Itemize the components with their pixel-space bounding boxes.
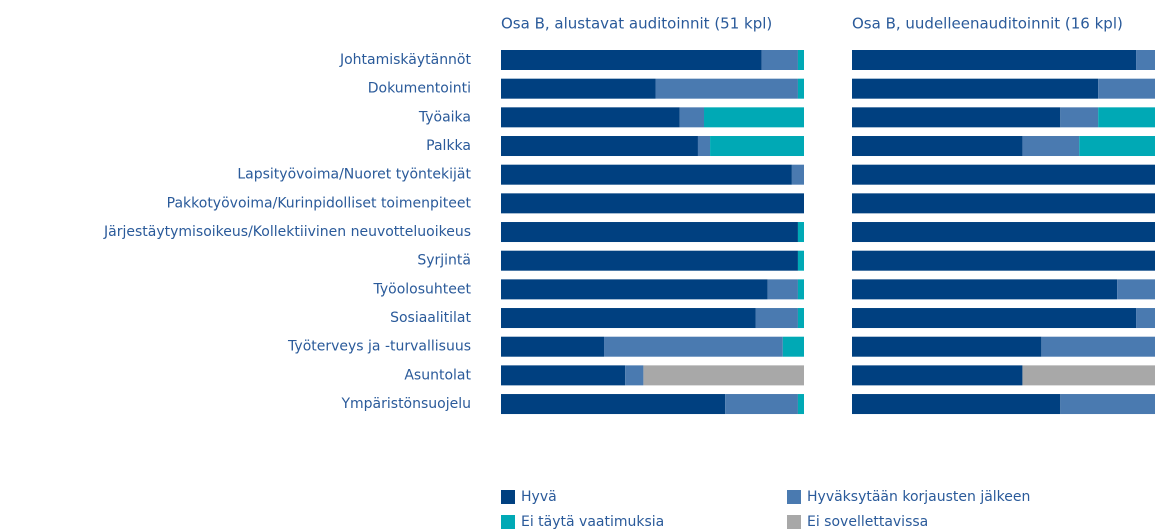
bar-segment bbox=[1136, 308, 1155, 329]
bar-segment bbox=[767, 279, 798, 300]
bar-segment bbox=[1060, 394, 1155, 415]
legend-label: Hyvä bbox=[521, 489, 557, 505]
bar-segment bbox=[852, 336, 1042, 357]
category-label: Työaika bbox=[418, 109, 471, 125]
bar-segment bbox=[852, 78, 1099, 99]
bar-segment bbox=[501, 78, 656, 99]
bar-segment bbox=[852, 308, 1137, 329]
legend-label: Ei täytä vaatimuksia bbox=[521, 514, 664, 530]
bar-segment bbox=[1098, 78, 1155, 99]
bar-segment bbox=[797, 250, 804, 271]
bar-segment bbox=[679, 107, 705, 128]
bar-segment bbox=[852, 222, 1155, 243]
bar-segment bbox=[704, 107, 804, 128]
category-label: Työterveys ja -turvallisuus bbox=[287, 339, 471, 355]
bar-segment bbox=[604, 336, 783, 357]
category-label: Sosiaalitilat bbox=[390, 310, 471, 326]
bar-segment bbox=[501, 394, 726, 415]
bar-segment bbox=[1117, 279, 1155, 300]
bar-segment bbox=[501, 222, 798, 243]
bar-segment bbox=[852, 365, 1023, 386]
bar-segment bbox=[710, 136, 804, 157]
bar-segment bbox=[655, 78, 798, 99]
bar-segment bbox=[852, 193, 1155, 214]
bar-segment bbox=[852, 50, 1137, 70]
bar-segment bbox=[797, 308, 804, 329]
bar-segment bbox=[791, 164, 804, 185]
bar-segment bbox=[782, 336, 804, 357]
bar-segment bbox=[755, 308, 798, 329]
bar-segment bbox=[501, 365, 626, 386]
bar-segment bbox=[852, 136, 1023, 157]
category-label: Järjestäytymisoikeus/Kollektiivinen neuv… bbox=[103, 224, 471, 240]
category-label: Ympäristönsuojelu bbox=[340, 396, 471, 412]
bar-segment bbox=[501, 164, 792, 185]
bar-segment bbox=[501, 50, 762, 70]
category-label: Asuntolat bbox=[404, 367, 471, 383]
legend-swatch bbox=[787, 490, 801, 504]
category-label: Pakkotyövoima/Kurinpidolliset toimenpite… bbox=[167, 195, 472, 211]
bar-segment bbox=[852, 279, 1118, 300]
legend-swatch bbox=[787, 515, 801, 529]
category-label: Työolosuhteet bbox=[373, 281, 472, 297]
bar-segment bbox=[1060, 107, 1099, 128]
bar-segment bbox=[797, 394, 804, 415]
bar-segment bbox=[1041, 336, 1155, 357]
category-label: Palkka bbox=[426, 138, 471, 154]
bar-segment bbox=[501, 336, 605, 357]
bar-segment bbox=[501, 250, 798, 271]
bar-segment bbox=[625, 365, 644, 386]
legend-label: Hyväksytään korjausten jälkeen bbox=[807, 489, 1030, 505]
legend-swatch bbox=[501, 515, 515, 529]
legend-label: Ei sovellettavissa bbox=[807, 514, 928, 530]
category-label: Syrjintä bbox=[417, 253, 471, 269]
bar-segment bbox=[797, 279, 804, 300]
bar-segment bbox=[501, 279, 768, 300]
category-label: Dokumentointi bbox=[368, 81, 471, 97]
bar-segment bbox=[797, 78, 804, 99]
bar-segment bbox=[725, 394, 798, 415]
bar-segment bbox=[1136, 50, 1155, 70]
bar-segment bbox=[501, 308, 756, 329]
bar-segment bbox=[797, 222, 804, 243]
bar-segment bbox=[1022, 365, 1155, 386]
bar-segment bbox=[761, 50, 798, 70]
bar-segment bbox=[643, 365, 804, 386]
bar-segment bbox=[852, 394, 1061, 415]
legend-swatch bbox=[501, 490, 515, 504]
category-label: Johtamiskäytännöt bbox=[339, 52, 472, 68]
bar-segment bbox=[501, 193, 804, 214]
bar-segment bbox=[852, 107, 1061, 128]
bar-segment bbox=[852, 164, 1155, 185]
bar-segment bbox=[797, 50, 804, 70]
bar-segment bbox=[852, 250, 1155, 271]
bar-segment bbox=[501, 107, 680, 128]
category-label: Lapsityövoima/Nuoret työntekijät bbox=[237, 167, 471, 183]
bar-segment bbox=[1079, 136, 1155, 157]
bar-segment bbox=[1098, 107, 1155, 128]
bar-segment bbox=[1022, 136, 1080, 157]
bar-segment bbox=[697, 136, 711, 157]
chart-title: Osa B, alustavat auditoinnit (51 kpl) bbox=[501, 15, 772, 33]
bar-segment bbox=[501, 136, 698, 157]
chart-title: Osa B, uudelleenauditoinnit (16 kpl) bbox=[852, 15, 1123, 33]
